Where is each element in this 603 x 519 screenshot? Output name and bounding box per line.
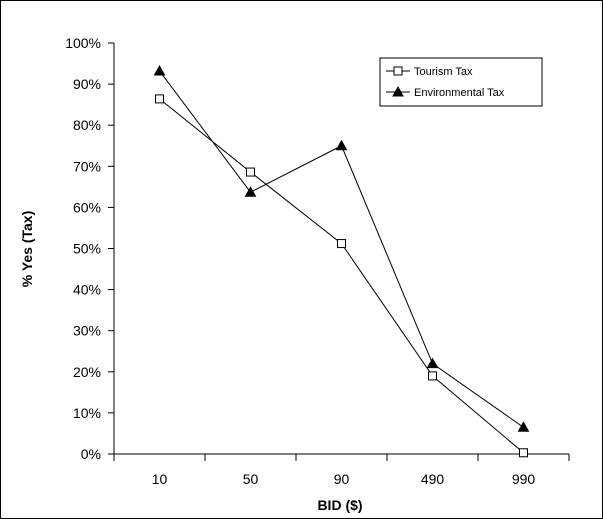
tourism-tax-point bbox=[519, 448, 528, 458]
environmental-tax-point bbox=[335, 139, 348, 151]
y-tick-label: 100% bbox=[65, 35, 101, 51]
x-axis-title: BID ($) bbox=[317, 497, 362, 513]
tourism-tax-point bbox=[428, 371, 437, 381]
x-tick-label: 90 bbox=[334, 471, 350, 487]
environmental-tax-line bbox=[159, 70, 524, 428]
legend-marker bbox=[393, 66, 403, 76]
environmental-tax-point bbox=[426, 357, 439, 369]
y-tick-label: 50% bbox=[73, 241, 101, 257]
x-axis: 10 50 90 490 990 bbox=[113, 453, 570, 487]
tourism-tax-point bbox=[337, 239, 346, 249]
tourism-tax-point bbox=[246, 167, 255, 177]
y-tick-label: 80% bbox=[73, 117, 101, 133]
x-tick-label: 10 bbox=[152, 471, 168, 487]
y-tick-label: 40% bbox=[73, 282, 101, 298]
y-tick-label: 30% bbox=[73, 323, 101, 339]
tourism-tax-line bbox=[159, 98, 524, 454]
x-tick-label: 490 bbox=[421, 471, 445, 487]
y-tick-label: 70% bbox=[73, 158, 101, 174]
y-tick-label: 0% bbox=[81, 446, 101, 462]
environmental-tax-point bbox=[244, 186, 257, 197]
y-tick-label: 90% bbox=[73, 76, 101, 92]
legend-marker bbox=[392, 85, 404, 97]
y-tick-label: 20% bbox=[73, 364, 101, 380]
y-tick-label: 60% bbox=[73, 199, 101, 215]
x-tick-label: 50 bbox=[243, 471, 259, 487]
x-tick-label: 990 bbox=[512, 471, 536, 487]
environmental-tax-point bbox=[153, 64, 166, 76]
legend: Tourism Tax Environmental Tax bbox=[379, 57, 543, 107]
legend-box bbox=[379, 57, 543, 107]
legend-label: Tourism Tax bbox=[414, 66, 473, 78]
series-layer bbox=[153, 64, 530, 458]
environmental-tax-point bbox=[517, 421, 530, 432]
y-axis-title: % Yes (Tax) bbox=[19, 211, 35, 288]
y-tick-label: 10% bbox=[73, 405, 101, 421]
legend-label: Environmental Tax bbox=[414, 87, 505, 99]
y-axis: 0% 10% 20% 30% 40% 50% 60% 70% 80% 90% 100% bbox=[65, 35, 115, 462]
tourism-tax-point bbox=[155, 94, 164, 104]
